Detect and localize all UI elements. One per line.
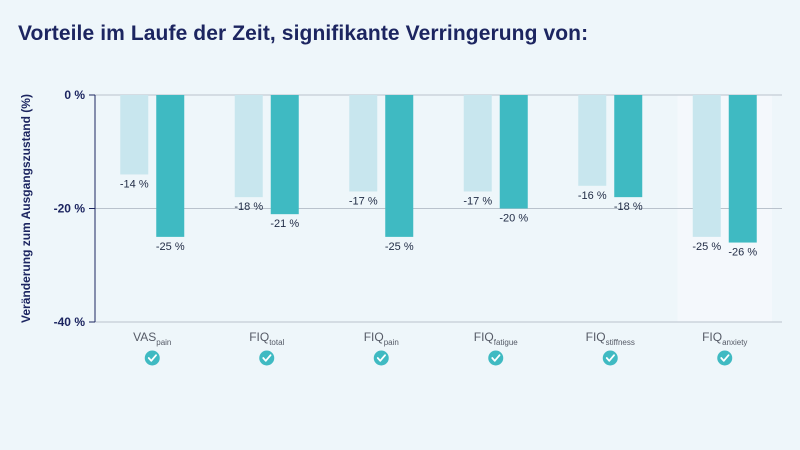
bar-series-2 [385, 95, 414, 237]
checkmark-icon [376, 354, 386, 362]
check-circle-icon [488, 350, 504, 366]
data-label: -25 % [385, 241, 414, 253]
bar-series-1 [578, 95, 607, 186]
y-tick-label: -40 % [54, 315, 86, 329]
bar-series-2 [270, 95, 299, 215]
data-label: -20 % [499, 213, 528, 225]
bar-series-1 [349, 95, 378, 192]
x-category-label: FIQpain [364, 330, 399, 347]
bar-series-2 [728, 95, 757, 243]
check-circle-icon [144, 350, 160, 366]
data-label: -25 % [692, 241, 721, 253]
data-label: -18 % [234, 201, 263, 213]
y-tick-label: 0 % [64, 88, 85, 102]
data-label: -17 % [463, 195, 492, 207]
data-label: -17 % [349, 195, 378, 207]
x-category-label: FIQfatigue [474, 330, 519, 347]
x-category-label: FIQtotal [249, 330, 284, 347]
bar-series-2 [499, 95, 528, 209]
y-tick-label: -20 % [54, 202, 86, 216]
check-circle-icon [373, 350, 389, 366]
checkmark-icon [262, 354, 272, 362]
bar-series-1 [463, 95, 492, 192]
checkmark-icon [491, 354, 501, 362]
check-circle-icon [602, 350, 618, 366]
x-category-label: FIQstiffness [586, 330, 635, 347]
check-circle-icon [259, 350, 275, 366]
check-circle-icon [717, 350, 733, 366]
checkmark-icon [147, 354, 157, 362]
bar-series-1 [692, 95, 721, 237]
bar-series-1 [234, 95, 263, 198]
checkmark-icon [720, 354, 730, 362]
bar-series-1 [120, 95, 149, 175]
checkmark-icon [605, 354, 615, 362]
data-label: -21 % [270, 218, 299, 230]
bar-series-2 [156, 95, 185, 237]
x-category-label: FIQanxiety [702, 330, 747, 347]
data-label: -25 % [156, 241, 185, 253]
data-label: -18 % [614, 201, 643, 213]
chart-title: Vorteile im Laufe der Zeit, signifikante… [18, 22, 589, 45]
y-axis-label: Veränderung zum Ausgangszustand (%) [19, 94, 33, 323]
x-category-label: VASpain [133, 330, 171, 347]
data-label: -16 % [578, 190, 607, 202]
data-label: -26 % [728, 247, 757, 259]
bar-series-2 [614, 95, 643, 198]
data-label: -14 % [120, 178, 149, 190]
